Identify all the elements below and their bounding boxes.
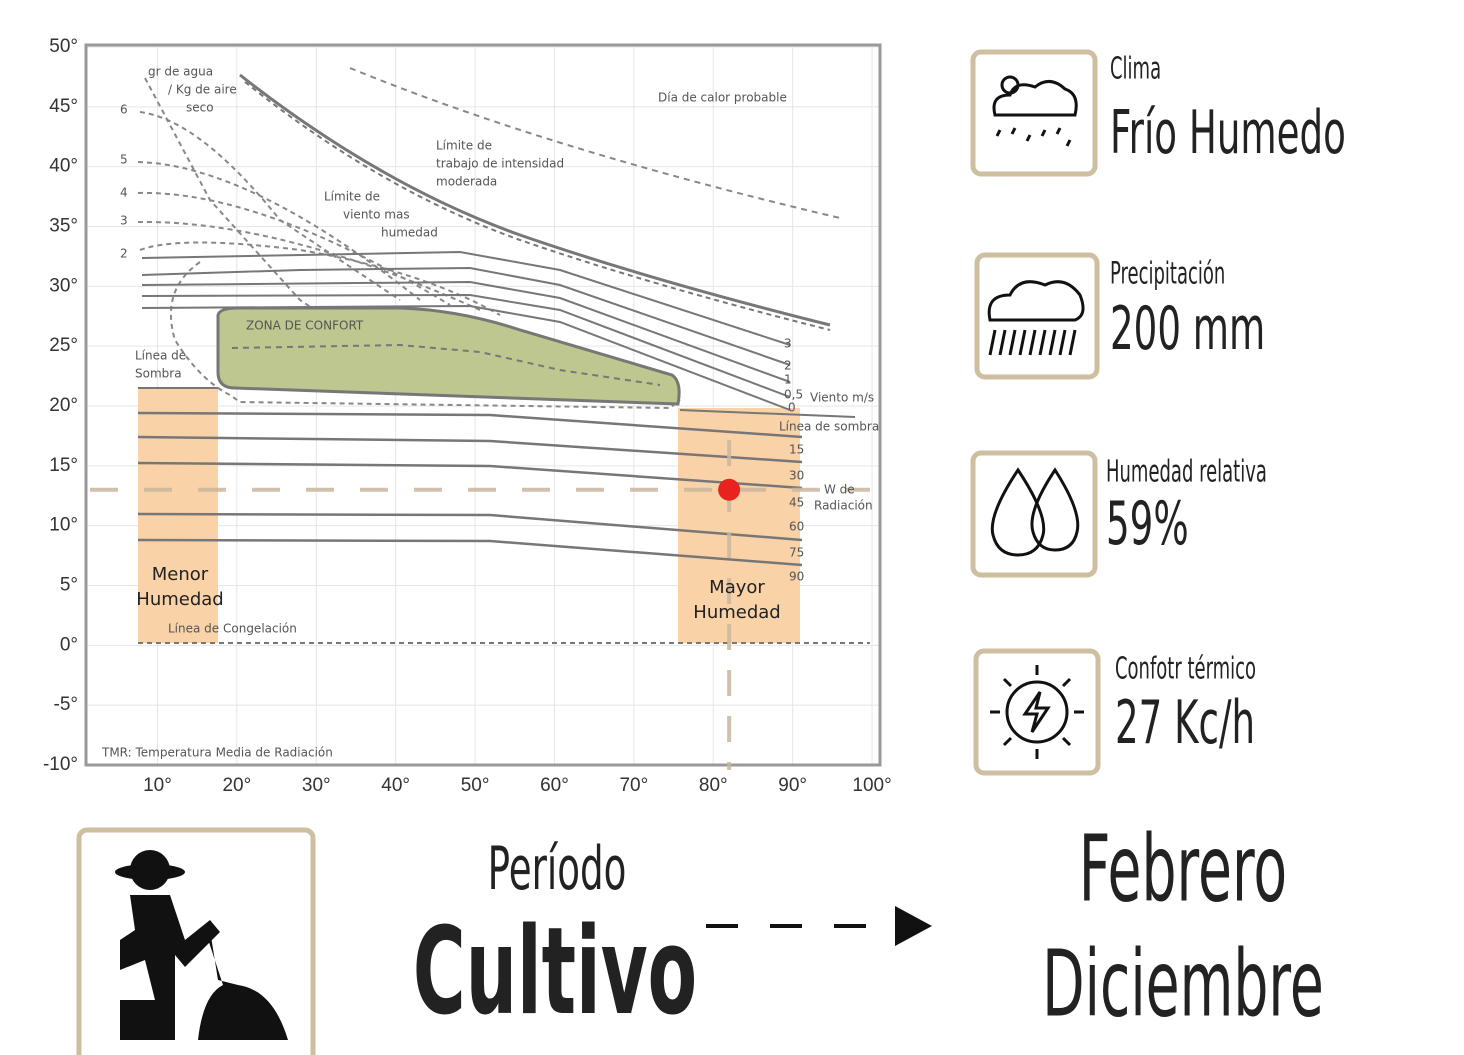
annotation: 60 (789, 520, 804, 534)
annotation: 15 (789, 443, 804, 457)
annotation: Línea de Congelación (168, 622, 297, 636)
annotation: Línea de sombra (779, 420, 879, 434)
annotation: 0,5 (784, 388, 803, 402)
weather-icon (994, 77, 1076, 146)
zone-label: Menor (152, 564, 209, 585)
x-tick-label: 20° (222, 775, 251, 796)
x-tick-label: 60° (540, 775, 569, 796)
annotation: 45 (789, 496, 804, 510)
y-tick-label: 50° (49, 36, 78, 57)
annotation: viento mas (343, 208, 410, 222)
drops-icon (992, 470, 1077, 555)
annotation: 2 (784, 359, 792, 373)
comfort-icon (990, 665, 1084, 759)
annotation: seco (186, 101, 214, 115)
annotation: 3 (784, 337, 792, 351)
annotation: 90 (789, 570, 804, 584)
y-tick-label: -10° (43, 754, 78, 775)
month: Febrero (1079, 816, 1287, 923)
panel-value: 27 Kc/h (1115, 688, 1255, 758)
panel-title: Humedad relativa (1106, 454, 1267, 489)
x-tick-label: 90° (778, 775, 807, 796)
x-tick-label: 80° (699, 775, 728, 796)
zone-label: Mayor (709, 577, 765, 598)
period-name: Cultivo (413, 903, 697, 1042)
y-tick-label: 20° (49, 395, 78, 416)
panel-title: Precipitación (1110, 256, 1225, 291)
annotation: W de (824, 483, 855, 497)
annotation: 1 (784, 373, 792, 387)
y-tick-label: -5° (54, 694, 79, 715)
annotation: TMR: Temperatura Media de Radiación (101, 746, 333, 760)
zone-label: Humedad (693, 602, 780, 623)
panel-title: Clima (1110, 51, 1161, 86)
rain-icon (989, 282, 1083, 355)
y-tick-label: 45° (49, 96, 78, 117)
point (718, 479, 740, 501)
period-label: Período (488, 834, 627, 904)
annotation: Línea de (135, 349, 186, 363)
y-tick-label: 10° (49, 515, 78, 536)
annotation: moderada (436, 175, 497, 189)
annotation: 0 (788, 401, 796, 415)
annotation: trabajo de intensidad (436, 157, 564, 171)
x-tick-label: 40° (381, 775, 410, 796)
annotation: Límite de (436, 139, 492, 153)
y-tick-label: 40° (49, 156, 78, 177)
y-tick-label: 30° (49, 275, 78, 296)
page: -10°-5°0°5°10°15°20°25°30°35°40°45°50°10… (0, 0, 1464, 1055)
annotation: 4 (120, 186, 128, 200)
zone-label: Humedad (136, 589, 223, 610)
y-tick-label: 5° (60, 575, 78, 596)
annotation: 30 (789, 469, 804, 483)
annotation: 5 (120, 153, 128, 167)
annotation: Día de calor probable (658, 91, 787, 105)
annotation: Radiación (814, 499, 873, 513)
annotation: ZONA DE CONFORT (246, 319, 364, 333)
annotation: Viento m/s (810, 391, 874, 405)
x-tick-label: 50° (461, 775, 490, 796)
annotation: / Kg de aire (168, 83, 237, 97)
annotation: 3 (120, 214, 128, 228)
annotation: humedad (381, 226, 438, 240)
y-tick-label: 25° (49, 335, 78, 356)
y-tick-label: 15° (49, 455, 78, 476)
y-tick-label: 35° (49, 216, 78, 237)
y-tick-label: 0° (60, 634, 78, 655)
chart-decoration (138, 68, 870, 643)
panel-value: 200 mm (1110, 294, 1265, 364)
x-tick-label: 70° (619, 775, 648, 796)
x-tick-label: 10° (143, 775, 172, 796)
x-tick-label: 30° (302, 775, 331, 796)
annotation: 2 (120, 247, 128, 261)
annotation: 75 (789, 546, 804, 560)
annotation: gr de agua (148, 65, 213, 79)
panel-title: Confotr térmico (1115, 651, 1256, 686)
panel-value: Frío Humedo (1110, 98, 1346, 168)
farmer-icon (115, 850, 288, 1040)
month: Diciembre (1042, 931, 1324, 1038)
annotation: Sombra (135, 367, 182, 381)
arrow-head (895, 906, 932, 946)
annotation: Límite de (324, 190, 380, 204)
x-tick-label: 100° (852, 775, 891, 796)
annotation: 6 (120, 103, 128, 117)
panel-value: 59% (1106, 489, 1189, 559)
